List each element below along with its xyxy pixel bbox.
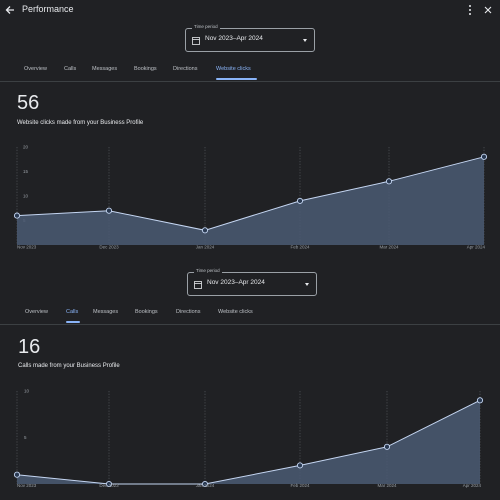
data-point[interactable] [105,207,113,214]
data-point[interactable] [385,178,393,185]
calls-chart: 10 5 Nov 2023 Dec 2023 Jan 2024 Feb 2024 Mar 2… [13,389,484,488]
tab-directions[interactable]: Directions [176,309,201,315]
time-period-select[interactable]: Time period Nov 2023–Apr 2024 [185,24,315,52]
page-title: Performance [22,4,74,14]
total-value: 16 [18,336,41,358]
series-area [17,400,480,484]
tab-calls[interactable]: Calls [64,66,77,72]
data-point[interactable] [476,397,484,404]
tab-overview[interactable]: Overview [25,309,48,315]
top-app-bar: Performance [0,0,500,22]
tab-website-clicks[interactable]: Website clicks [218,309,253,315]
arrow-back-icon[interactable] [4,4,16,16]
data-point[interactable] [13,471,21,478]
y-tick-label: 10 [23,194,29,199]
collapse-icon[interactable] [483,5,493,15]
time-period-value: Nov 2023–Apr 2024 [205,35,263,42]
y-tick-label: 20 [23,145,29,150]
time-period-select[interactable]: Time period Nov 2023–Apr 2024 [187,268,317,296]
x-tick-label: Dec 2023 [99,483,119,488]
time-period-label: Time period [194,268,222,273]
x-tick-label: Apr 2024 [467,245,486,250]
calendar-icon [192,37,200,45]
x-tick-label: Mar 2024 [377,483,397,488]
tab-messages[interactable]: Messages [93,309,119,315]
time-period-value: Nov 2023–Apr 2024 [207,279,265,286]
data-point[interactable] [296,462,304,469]
data-point[interactable] [296,197,304,204]
x-tick-label: Mar 2024 [379,245,399,250]
series-area [17,156,484,245]
calendar-icon [194,281,202,289]
tab-bookings[interactable]: Bookings [135,309,158,315]
x-tick-label: Feb 2024 [290,245,310,250]
y-tick-label: 10 [24,389,30,394]
y-tick-label: 15 [23,169,29,174]
tab-directions[interactable]: Directions [173,66,198,72]
active-tab-indicator [216,78,257,80]
tab-messages[interactable]: Messages [92,66,118,72]
tab-calls[interactable]: Calls [66,309,79,315]
time-period-label: Time period [192,24,220,29]
data-point[interactable] [105,480,113,488]
x-tick-label: Nov 2023 [17,483,37,488]
data-point[interactable] [201,480,209,488]
data-point[interactable] [383,443,391,450]
x-tick-label: Nov 2023 [17,245,37,250]
series-line [16,399,481,485]
series-line [16,156,485,231]
data-point[interactable] [13,212,21,219]
x-tick-label: Feb 2024 [290,483,310,488]
tab-website-clicks[interactable]: Website clicks [216,66,251,72]
data-point[interactable] [480,153,488,160]
total-value: 56 [17,92,40,114]
metric-tabs: Overview Calls Messages Bookings Directi… [0,306,500,325]
y-tick-label: 5 [24,435,27,440]
dropdown-caret-icon [305,283,309,286]
tab-bookings[interactable]: Bookings [134,66,157,72]
x-tick-label: Jan 2024 [196,245,215,250]
data-point[interactable] [201,227,209,234]
total-caption: Website clicks made from your Business P… [17,120,144,126]
active-tab-indicator [66,321,80,323]
more-vert-icon[interactable] [468,5,472,16]
x-tick-label: Apr 2024 [463,483,482,488]
tab-overview[interactable]: Overview [24,66,47,72]
x-tick-label: Jan 2024 [196,483,215,488]
metric-tabs: Overview Calls Messages Bookings Directi… [0,63,500,82]
x-tick-label: Dec 2023 [99,245,119,250]
total-caption: Calls made from your Business Profile [18,363,120,369]
dropdown-caret-icon [303,39,307,42]
